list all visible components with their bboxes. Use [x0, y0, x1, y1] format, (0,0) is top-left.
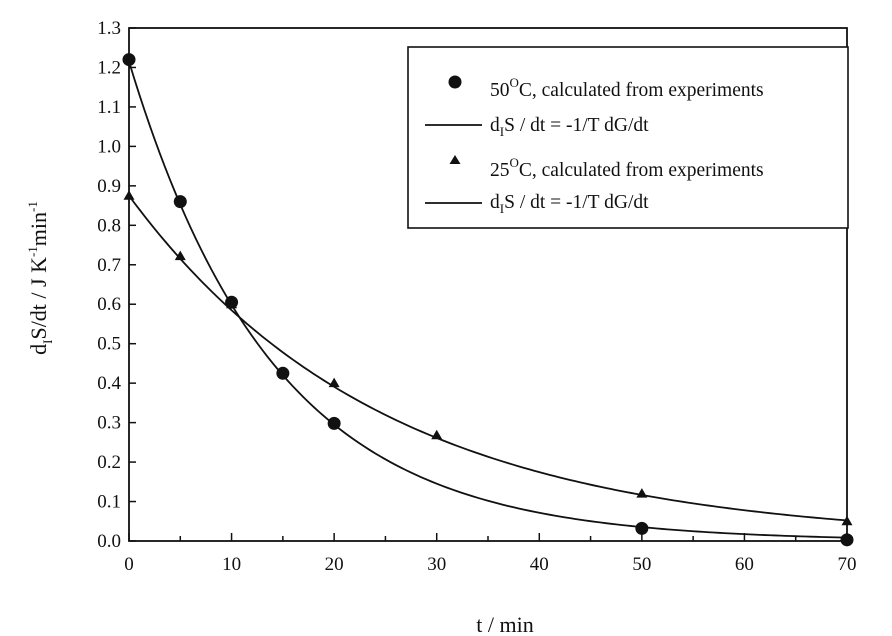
x-tick-label: 20 [325, 554, 344, 575]
fit-curves [128, 61, 848, 539]
fit-curve-1 [128, 61, 848, 539]
data-point-triangle [636, 488, 648, 498]
legend: 50OC, calculated from experiments dIS / … [407, 46, 849, 229]
x-axis-ticks: 0 10 20 30 40 50 60 70 [124, 533, 857, 575]
data-point-circle [635, 521, 649, 535]
y-tick-label: 0.4 [97, 373, 121, 394]
x-tick-label: 0 [124, 554, 134, 575]
data-point-circle [327, 416, 341, 430]
legend-marker-triangle [449, 155, 461, 164]
legend-label-fit-2: dIS / dt = -1/T dG/dt [490, 192, 649, 216]
legend-box [407, 46, 849, 229]
data-point-triangle [841, 515, 853, 526]
data-point-circle [840, 533, 854, 547]
y-tick-label: 0.5 [97, 334, 121, 355]
data-point-triangle [328, 377, 340, 388]
fit-curve-2 [128, 195, 848, 522]
y-axis-title: dIS/dt / J K-1min-1 [25, 201, 55, 355]
x-tick-label: 50 [632, 554, 651, 575]
x-tick-label: 10 [222, 554, 241, 575]
y-tick-label: 0.8 [97, 215, 121, 236]
data-point-circle [122, 53, 136, 67]
data-point-triangle [226, 298, 238, 309]
x-tick-label: 40 [530, 554, 549, 575]
y-tick-label: 0.7 [97, 255, 121, 276]
y-tick-label: 1.0 [97, 136, 121, 157]
y-axis-ticks: 0.0 0.1 0.2 0.3 0.4 0.5 0.6 0.7 0.8 0.9 1.0 1.1 1.2 1… [97, 18, 136, 552]
x-tick-label: 70 [838, 554, 857, 575]
legend-marker-circle [448, 75, 462, 89]
y-tick-label: 0.3 [97, 413, 121, 434]
x-tick-label: 60 [735, 554, 754, 575]
y-tick-label: 1.2 [97, 57, 121, 78]
x-tick-label: 30 [427, 554, 446, 575]
data-point-circle [173, 195, 187, 209]
legend-label-50c: 50OC, calculated from experiments [490, 75, 764, 101]
x-axis-title: t / min [476, 612, 533, 636]
y-tick-label: 0.9 [97, 176, 121, 197]
data-point-triangle [123, 190, 135, 200]
y-tick-label: 1.1 [97, 97, 121, 118]
data-points [122, 53, 854, 547]
y-tick-label: 0.2 [97, 452, 121, 473]
y-tick-label: 0.6 [97, 294, 121, 315]
data-point-triangle [431, 429, 443, 440]
y-tick-label: 0.1 [97, 492, 121, 513]
y-tick-label: 1.3 [97, 18, 121, 39]
data-point-triangle [174, 250, 186, 261]
legend-label-fit-1: dIS / dt = -1/T dG/dt [490, 115, 649, 139]
legend-label-25c: 25OC, calculated from experiments [490, 155, 764, 181]
data-point-circle [276, 366, 290, 380]
y-tick-label: 0.0 [97, 531, 121, 552]
